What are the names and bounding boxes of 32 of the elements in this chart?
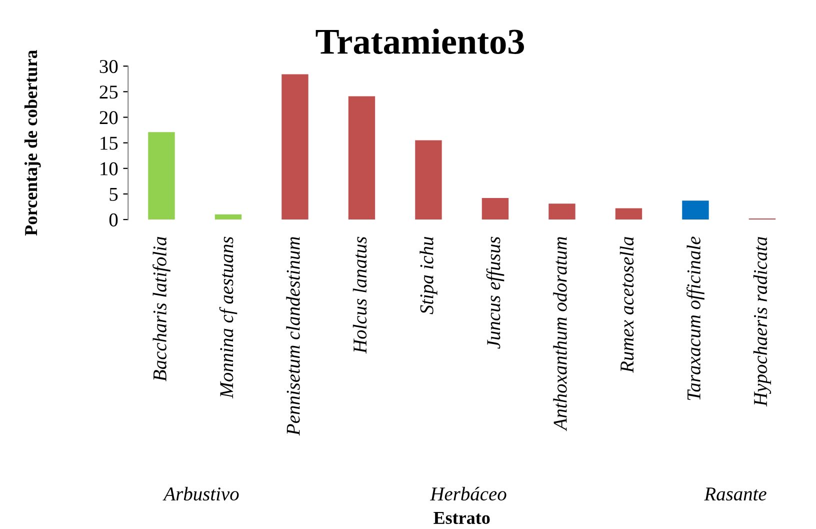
x-axis-title: Estrato bbox=[434, 512, 490, 524]
y-tick-label: 20 bbox=[100, 111, 118, 124]
bar bbox=[682, 200, 709, 220]
y-axis-title: Porcentaje de cobertura bbox=[24, 50, 41, 236]
bar bbox=[615, 208, 642, 220]
y-tick-label: 25 bbox=[100, 86, 118, 99]
text: Herbáceo bbox=[430, 486, 506, 501]
y-tick-label: 5 bbox=[110, 188, 118, 201]
x-tick-label: Pennisetum clandestinum bbox=[286, 237, 300, 436]
x-tick-label: Holcus lanatus bbox=[352, 236, 367, 354]
x-tick-label: Baccharis latifolia bbox=[152, 236, 170, 382]
x-tick-label: Juncus effusus bbox=[486, 236, 504, 349]
x-tick-label: Monnina cf aestuans bbox=[219, 236, 238, 398]
bar bbox=[348, 96, 376, 220]
x-tick-label: Rumex acetosella bbox=[620, 236, 634, 373]
bar bbox=[148, 132, 175, 220]
y-tick-label: 10 bbox=[100, 162, 118, 176]
chart-title: Tratamiento3 bbox=[316, 28, 524, 54]
x-tick-label: Stipa ichu bbox=[420, 236, 438, 314]
x-tick-label: Anthoxanthum odoratum bbox=[553, 237, 567, 432]
text: Arbustivo bbox=[162, 486, 239, 501]
x-tick-label: Taraxacum officinale bbox=[686, 236, 704, 400]
text: Rasante bbox=[704, 488, 766, 501]
bar bbox=[482, 198, 509, 220]
y-tick-label: 30 bbox=[100, 60, 118, 74]
bar bbox=[548, 204, 576, 220]
bar bbox=[415, 140, 442, 220]
y-tick-label: 0 bbox=[109, 213, 118, 226]
bar bbox=[282, 74, 308, 220]
y-tick-label: 15 bbox=[100, 136, 118, 150]
bar bbox=[214, 214, 242, 220]
x-tick-label: Hypochaeris radicata bbox=[753, 236, 772, 407]
